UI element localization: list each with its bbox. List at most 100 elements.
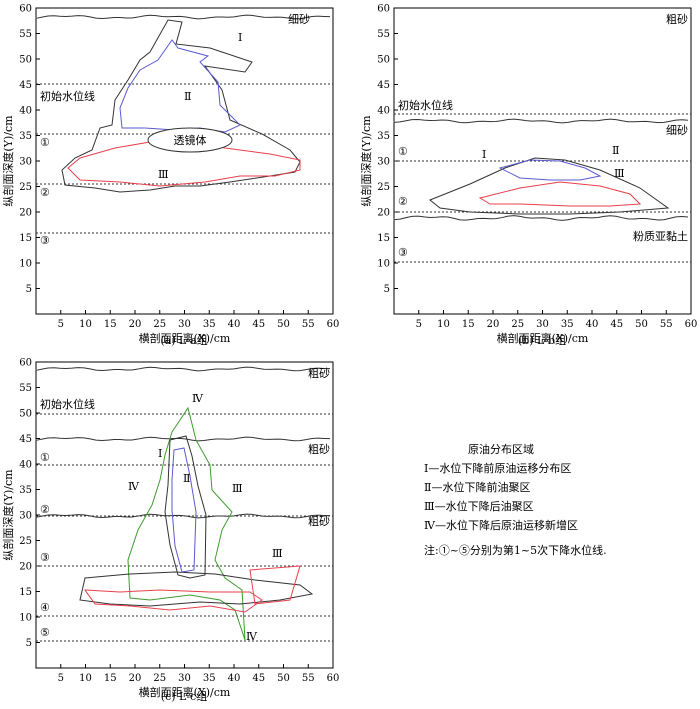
zone-ii-outline <box>119 39 241 133</box>
y-tick-label: 25 <box>19 536 32 547</box>
x-tick-label: 60 <box>327 319 340 330</box>
x-tick-label: 15 <box>104 673 117 684</box>
x-tick-label: 50 <box>277 319 290 330</box>
zone-i-outline <box>429 157 670 215</box>
y-tick-label: 30 <box>19 157 32 168</box>
y-tick-label: 15 <box>19 587 32 598</box>
y-tick-label: 30 <box>377 157 390 168</box>
x-tick-label: 45 <box>252 673 265 684</box>
initial-water-line-label: 初始水位线 <box>40 89 95 103</box>
y-tick-label: 10 <box>19 259 32 270</box>
zone-iii-label: Ⅲ <box>232 482 243 495</box>
x-tick-label: 35 <box>561 319 574 330</box>
y-tick-label: 20 <box>19 208 32 219</box>
x-tick-label: 55 <box>660 319 673 330</box>
x-tick-label: 40 <box>228 673 241 684</box>
zone-i-outline <box>61 19 301 193</box>
y-axis-label: 纵剖面深度(Y)/cm <box>359 115 373 207</box>
x-tick-label: 5 <box>416 319 422 330</box>
y-tick-label: 5 <box>26 638 32 649</box>
panel-a: 5 10 15 20 25 30 35 40 45 50 55 60 5 10 15 20 25 30 35 40 45… <box>1 4 339 348</box>
x-tick-label: 30 <box>536 319 549 330</box>
x-tick-label: 15 <box>462 319 475 330</box>
zone-iii-label: Ⅲ <box>158 168 169 181</box>
x-tick-label: 5 <box>58 673 64 684</box>
zone-iii-right-outline <box>249 565 301 605</box>
zone-ii-outline <box>498 159 602 181</box>
layer-label-fine-sand: 细砂 <box>666 124 688 137</box>
y-tick-label: 15 <box>377 233 390 244</box>
y-tick-label: 15 <box>19 233 32 244</box>
y-tick-label: 55 <box>19 29 32 40</box>
zone-iii-outline <box>478 181 642 207</box>
legend-item-1: Ⅰ—水位下降前原油运移分布区 <box>424 462 572 475</box>
y-tick-label: 35 <box>377 131 390 142</box>
y-tick-label: 40 <box>377 106 390 117</box>
x-tick-label: 45 <box>610 319 623 330</box>
y-tick-label: 60 <box>377 4 390 15</box>
x-tick-label: 35 <box>203 673 216 684</box>
caption-panel-c: (c) L-c组 <box>161 689 207 703</box>
y-tick-label: 20 <box>377 208 390 219</box>
x-axis-label: 横剖面距离(X)/cm <box>497 331 589 345</box>
y-tick-label: 50 <box>377 55 390 66</box>
x-tick-label: 50 <box>277 673 290 684</box>
legend-item-3: Ⅲ—水位下降后油聚区 <box>424 500 534 513</box>
y-tick-label: 40 <box>19 106 32 117</box>
x-tick-label: 10 <box>79 319 92 330</box>
legend-note: 注:①~⑤分别为第1~5次下降水位线. <box>424 544 607 557</box>
water-level-3-label: ③ <box>398 246 408 259</box>
x-tick-label: 10 <box>79 673 92 684</box>
layer-label-coarse-sand: 粗砂 <box>666 13 688 26</box>
fine-sand-boundary <box>35 14 331 20</box>
y-tick-label: 45 <box>19 80 32 91</box>
water-level-2-label: ② <box>398 195 408 208</box>
y-tick-label: 5 <box>384 284 390 295</box>
y-tick-label: 20 <box>19 562 32 573</box>
water-level-2-label: ② <box>40 503 50 516</box>
zone-ii-label: Ⅱ <box>612 144 619 157</box>
zone-iii-right-label: Ⅲ <box>272 547 283 560</box>
y-tick-label: 35 <box>19 131 32 142</box>
mid-coarse-sand-boundary <box>35 436 331 442</box>
y-tick-label: 55 <box>19 383 32 394</box>
x-axis-label: 横剖面距离(X)/cm <box>139 331 231 345</box>
zone-ii-label: Ⅱ <box>183 472 190 485</box>
water-level-4-label: ④ <box>40 601 50 614</box>
zone-iv-outline <box>127 406 246 641</box>
x-tick-label: 45 <box>252 319 265 330</box>
x-tick-label: 20 <box>129 673 142 684</box>
y-tick-label: 10 <box>19 613 32 624</box>
y-tick-label: 5 <box>26 284 32 295</box>
x-tick-label: 50 <box>635 319 648 330</box>
x-tick-label: 60 <box>685 319 698 330</box>
legend-item-2: Ⅱ—水位下降前油聚区 <box>424 481 531 494</box>
zone-i-column <box>164 435 207 579</box>
zone-i-label: Ⅰ <box>238 31 242 44</box>
layer-label-top-coarse-sand: 粗砂 <box>308 367 330 380</box>
y-tick-label: 50 <box>19 409 32 420</box>
caption-panel-b: (b) L-b组 <box>518 333 566 347</box>
y-tick-label: 55 <box>377 29 390 40</box>
x-tick-label: 55 <box>302 319 315 330</box>
x-tick-label: 20 <box>129 319 142 330</box>
top-coarse-sand-boundary <box>35 366 331 372</box>
water-level-1-label: ① <box>40 136 50 149</box>
water-level-1-label: ① <box>398 145 408 158</box>
x-tick-label: 55 <box>302 673 315 684</box>
x-tick-label: 35 <box>203 319 216 330</box>
plot-frame <box>35 7 334 315</box>
panel-b: 5 10 15 20 25 30 35 40 45 50 55 60 5 10 15 20 25 30 35 40 45… <box>359 4 697 348</box>
x-tick-label: 60 <box>327 673 340 684</box>
zone-iv-label: Ⅳ <box>192 392 204 405</box>
y-axis-label: 纵剖面深度(Y)/cm <box>1 115 15 207</box>
zone-iii-label: Ⅲ <box>614 167 625 180</box>
y-tick-label: 45 <box>19 434 32 445</box>
y-tick-label: 25 <box>19 182 32 193</box>
zone-iv-left-label: Ⅳ <box>128 480 140 493</box>
x-tick-label: 10 <box>437 319 450 330</box>
layer-label-mid-coarse-sand: 粗砂 <box>308 443 330 456</box>
y-tick-label: 60 <box>19 4 32 15</box>
lens-body <box>147 127 233 153</box>
panel-c: 5 10 15 20 25 30 35 40 45 50 55 60 5 10 15 20 25 30 35 40 45… <box>1 358 339 704</box>
